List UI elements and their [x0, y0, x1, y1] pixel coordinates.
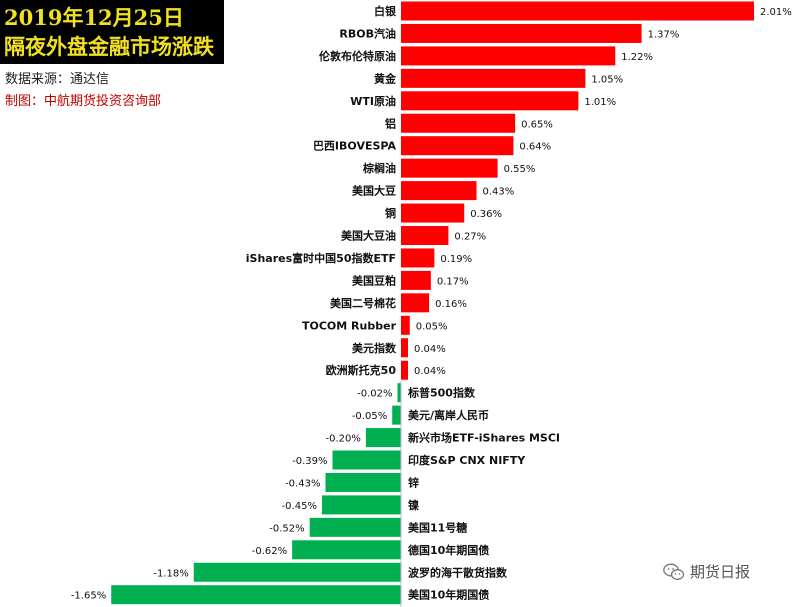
data-label: 1.05%	[591, 74, 623, 85]
category-label: 伦敦布伦特原油	[319, 49, 396, 63]
bar	[401, 158, 498, 178]
watermark-text: 期货日报	[690, 563, 751, 581]
category-label: 黄金	[374, 71, 397, 85]
data-label: 0.16%	[435, 299, 467, 310]
data-label: -1.18%	[153, 568, 188, 579]
bar	[401, 293, 430, 313]
bar	[401, 68, 586, 88]
data-label: 2.01%	[760, 7, 792, 18]
category-label: iShares富时中国50指数ETF	[246, 251, 396, 265]
bar	[193, 562, 401, 582]
bar	[401, 23, 642, 43]
bar	[392, 405, 401, 425]
watermark: 期货日报	[663, 561, 750, 582]
category-label: 美元指数	[352, 341, 397, 355]
data-label: 0.36%	[470, 209, 502, 220]
category-label: 棕榈油	[362, 161, 396, 175]
data-label: -0.52%	[269, 523, 304, 534]
data-label: -0.39%	[292, 456, 327, 467]
category-label: 印度S&P CNX NIFTY	[408, 453, 526, 467]
data-label: -0.05%	[352, 411, 387, 422]
bar	[401, 248, 435, 268]
bar	[401, 1, 754, 21]
category-label: 欧洲斯托克50	[326, 363, 397, 377]
chart-title-date: 2019年12月25日	[4, 5, 184, 30]
bar	[401, 113, 516, 133]
category-label: TOCOM Rubber	[302, 319, 397, 332]
category-label: 标普500指数	[407, 386, 476, 400]
data-label: -0.02%	[357, 389, 392, 400]
bar	[401, 226, 449, 245]
category-label: 铝	[385, 116, 396, 130]
bar	[325, 472, 401, 492]
data-label: 0.04%	[414, 366, 446, 377]
category-label: 美国大豆	[352, 184, 396, 198]
category-label: 德国10年期国债	[407, 543, 489, 557]
bar	[401, 360, 409, 380]
bar	[397, 383, 401, 403]
bar	[111, 585, 401, 605]
category-label: 美国豆粕	[352, 273, 396, 287]
bar	[401, 315, 410, 335]
bar	[309, 517, 401, 537]
bar	[401, 203, 465, 223]
data-label: -0.43%	[285, 478, 320, 489]
data-label: 0.19%	[440, 254, 472, 265]
bar	[321, 495, 401, 515]
data-label: 1.37%	[648, 29, 680, 40]
bar	[401, 46, 616, 66]
category-label: WTI原油	[350, 94, 396, 108]
data-label: 1.22%	[621, 52, 653, 63]
bar	[401, 136, 514, 156]
bar	[332, 450, 401, 470]
bar	[365, 428, 401, 448]
wechat-icon	[663, 563, 685, 580]
bar	[401, 181, 477, 201]
bar	[401, 91, 579, 111]
bar	[401, 270, 431, 290]
data-label: 0.43%	[483, 187, 515, 198]
category-label: RBOB汽油	[339, 26, 396, 40]
chart-title-box: 2019年12月25日 隔夜外盘金融市场涨跌	[0, 0, 224, 64]
category-label: 美国11号糖	[408, 520, 467, 534]
data-source-note: 数据来源：通达信	[5, 72, 110, 87]
category-label: 美国二号棉花	[330, 296, 396, 310]
category-label: 锌	[408, 475, 419, 489]
data-label: -1.65%	[71, 591, 106, 602]
chart-maker-note: 制图：中航期货投资咨询部	[5, 94, 162, 109]
category-label: 美国10年期国债	[408, 588, 489, 602]
category-label: 美国大豆油	[341, 229, 396, 243]
data-label: 1.01%	[584, 97, 616, 108]
category-label: 美元/离岸人民币	[408, 408, 489, 422]
bar	[401, 338, 409, 358]
category-label: 新兴市场ETF-iShares MSCI	[408, 431, 560, 445]
data-label: 0.04%	[414, 344, 446, 355]
category-label: 巴西IBOVESPA	[313, 140, 397, 153]
chart-title: 隔夜外盘金融市场涨跌	[4, 34, 214, 59]
category-label: 铜	[384, 206, 396, 220]
data-label: 0.17%	[437, 276, 469, 287]
category-label: 镍	[408, 498, 419, 512]
data-label: 0.05%	[416, 321, 448, 332]
data-label: -0.45%	[282, 501, 317, 512]
category-label: 白银	[374, 4, 397, 18]
category-label: 波罗的海干散货指数	[408, 565, 508, 579]
data-label: 0.55%	[504, 164, 536, 175]
data-label: 0.27%	[454, 232, 486, 243]
bar	[292, 540, 401, 560]
data-label: 0.65%	[521, 119, 553, 130]
data-label: -0.20%	[325, 434, 360, 445]
data-label: -0.62%	[252, 546, 287, 557]
data-label: 0.64%	[519, 142, 551, 153]
